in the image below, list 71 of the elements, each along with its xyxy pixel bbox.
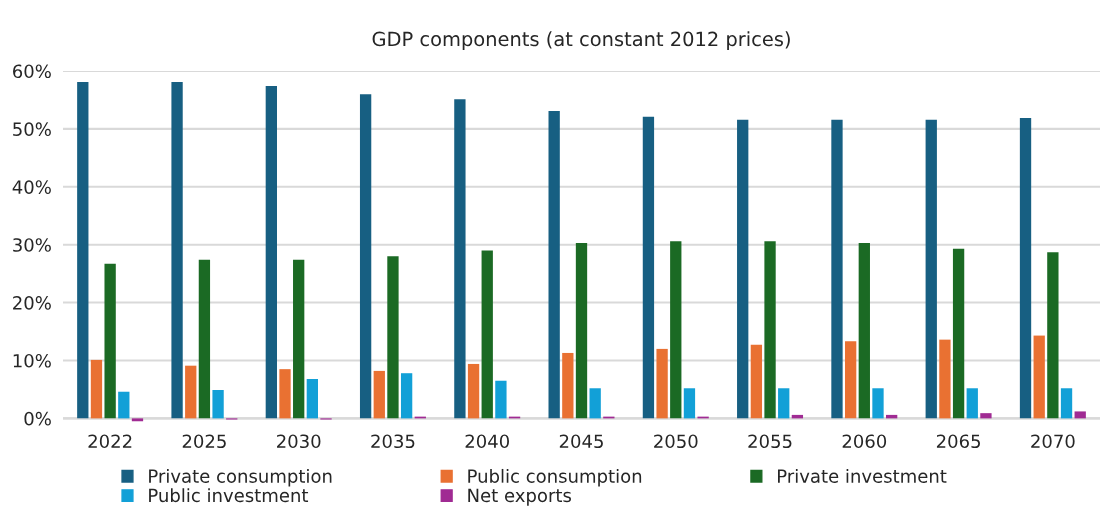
bar <box>387 256 399 419</box>
bar <box>858 242 870 419</box>
x-tick-label: 2050 <box>654 434 698 449</box>
x-tick-label: 2035 <box>371 434 415 449</box>
x-tick-label: 2030 <box>277 434 321 449</box>
bar <box>77 82 89 419</box>
bar <box>306 379 319 419</box>
bar <box>750 344 763 419</box>
bar <box>1047 252 1059 419</box>
bar <box>265 86 277 419</box>
x-tick-label: 2055 <box>748 434 792 449</box>
bar <box>952 248 965 419</box>
bar <box>656 348 668 419</box>
bar <box>642 116 655 419</box>
bar <box>1074 411 1086 419</box>
x-tick-label: 2070 <box>1031 434 1075 449</box>
legend-label: Public investment <box>149 488 309 503</box>
bar <box>467 363 480 419</box>
bar <box>1019 117 1032 419</box>
bar <box>764 241 776 419</box>
bar <box>844 341 857 419</box>
bar <box>562 352 574 419</box>
bar <box>495 380 507 419</box>
bar <box>1033 335 1045 419</box>
x-tick-label: 2060 <box>842 434 887 449</box>
legend-label: Private investment <box>778 468 947 483</box>
x-tick-label: 2022 <box>88 434 132 449</box>
bar <box>1060 388 1073 419</box>
bar <box>90 359 103 419</box>
bar <box>939 339 951 419</box>
bar <box>925 119 937 419</box>
x-tick-label: 2025 <box>182 434 226 449</box>
bar <box>185 365 197 419</box>
bar <box>212 390 224 419</box>
bar <box>831 119 843 419</box>
bar <box>131 418 144 422</box>
y-tick-label: 30% <box>13 238 51 252</box>
x-tick-label: 2040 <box>465 434 509 449</box>
legend-label: Net exports <box>468 488 571 506</box>
y-tick-label: 10% <box>13 353 51 368</box>
x-tick-label: 2065 <box>936 434 980 449</box>
bar <box>104 263 116 419</box>
bar <box>683 388 696 419</box>
bar <box>171 82 183 419</box>
legend-label: Public consumption <box>468 468 642 487</box>
bar <box>778 388 790 419</box>
legend-label: Private consumption <box>149 468 332 487</box>
bar <box>279 369 291 419</box>
bar <box>548 110 560 419</box>
y-tick-label: 20% <box>13 296 51 310</box>
bar <box>198 259 211 419</box>
bar <box>118 391 130 419</box>
chart-title: GDP components (at constant 2012 prices) <box>372 31 790 51</box>
bar <box>589 388 601 419</box>
bar <box>293 259 305 419</box>
y-tick-label: 60% <box>13 64 51 79</box>
bar <box>400 373 413 419</box>
bar <box>481 250 493 419</box>
bar <box>980 413 992 419</box>
bar <box>737 119 749 419</box>
x-tick-label: 2045 <box>559 434 603 449</box>
y-tick-label: 0% <box>24 411 51 426</box>
bar <box>966 388 978 419</box>
y-tick-label: 40% <box>12 180 51 194</box>
bar <box>872 388 884 419</box>
bar <box>373 370 385 419</box>
bar <box>670 241 682 419</box>
y-tick-label: 50% <box>13 122 51 137</box>
bar <box>454 99 466 419</box>
bar <box>575 242 588 419</box>
bar <box>359 94 372 419</box>
